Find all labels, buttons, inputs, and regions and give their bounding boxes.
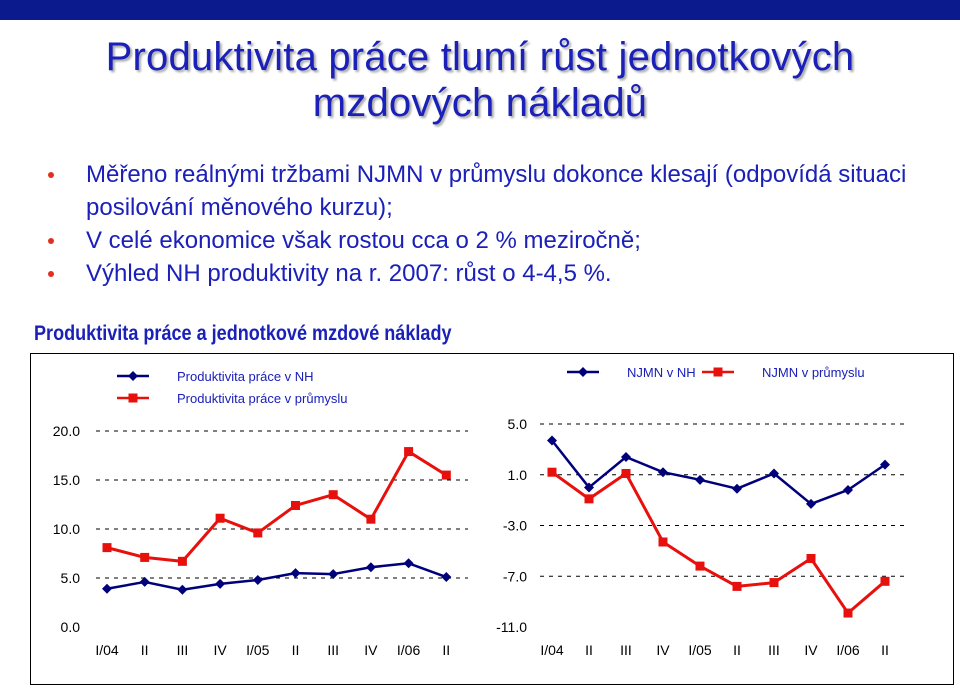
data-point-diamond [290,568,301,579]
x-tick-label: I/04 [540,642,564,658]
x-tick-label: II [585,642,593,658]
data-point-diamond [365,562,376,573]
bullet-text: V celé ekonomice však rostou cca o 2 % m… [86,227,641,254]
data-point-square [177,556,187,566]
y-tick-label: 10.0 [53,521,80,537]
chart-title: Produktivita práce a jednotkové mzdové n… [34,322,452,345]
data-point-square [328,490,338,500]
x-tick-label: I/05 [246,642,270,658]
y-tick-label: 15.0 [53,472,80,488]
data-point-diamond [328,569,339,580]
series-line-blue [106,562,447,592]
legend-marker-diamond [578,367,588,377]
legend-marker-square [713,367,723,377]
data-point-diamond [139,576,150,587]
x-tick-label: I/06 [397,642,421,658]
data-point-diamond [769,468,779,479]
data-point-diamond [695,474,705,485]
data-point-square [732,581,742,591]
top-banner-bar [0,0,960,20]
data-point-diamond [880,459,890,470]
bullet-text: Měřeno reálnými tržbami NJMN v průmyslu … [86,161,907,221]
data-point-square [658,537,668,547]
x-tick-label: IV [364,642,378,658]
data-point-diamond [102,583,112,594]
data-point-diamond [621,451,631,462]
x-tick-label: II [881,642,889,658]
x-tick-label: III [620,642,632,658]
series-line-red [551,470,886,615]
x-tick-label: II [442,642,450,658]
bullet-dot-icon [48,238,54,244]
bullet-item: Výhled NH produktivity na r. 2007: růst … [48,257,948,290]
y-tick-label: 5.0 [508,416,528,432]
data-point-diamond [806,498,816,509]
slide-title: Produktivita práce tlumí růst jednotkový… [0,34,960,126]
data-point-diamond [547,435,557,446]
y-tick-label: -7.0 [503,568,527,584]
x-tick-label: II [141,642,149,658]
data-point-square [843,608,853,618]
legend-label: Produktivita práce v NH [177,369,314,384]
x-tick-label: I/05 [688,642,712,658]
bullet-item: Měřeno reálnými tržbami NJMN v průmyslu … [48,158,948,224]
data-point-square [102,543,112,553]
data-point-diamond [177,584,188,595]
data-point-square [584,494,594,504]
series-line-blue [551,439,886,506]
y-tick-label: -3.0 [503,518,527,534]
series-line-red [106,450,448,563]
data-point-diamond [441,572,452,583]
bullet-dot-icon [48,271,54,277]
data-point-diamond [215,578,226,589]
data-point-square [140,552,150,562]
x-tick-label: IV [656,642,670,658]
legend-marker-diamond [128,371,138,381]
slide-title-line-1: Produktivita práce tlumí růst jednotkový… [105,35,855,79]
data-point-diamond [658,467,668,478]
data-point-square [695,561,705,571]
legend-label: Produktivita práce v průmyslu [177,391,348,406]
y-tick-label: 0.0 [61,619,81,635]
bullet-text: Výhled NH produktivity na r. 2007: růst … [86,260,612,287]
x-tick-label: II [292,642,300,658]
x-tick-label: III [327,642,339,658]
bullet-dot-icon [48,172,54,178]
x-tick-label: II [733,642,741,658]
data-point-square [441,470,451,480]
data-point-square [291,500,300,510]
x-tick-label: IV [213,642,227,658]
x-tick-label: IV [804,642,818,658]
data-point-square [806,553,816,563]
legend-marker-square [128,393,138,403]
legend-label: NJMN v průmyslu [762,365,865,380]
y-tick-label: 20.0 [53,423,80,439]
data-point-diamond [732,483,742,494]
data-point-diamond [403,558,414,569]
data-point-square [769,578,779,588]
data-point-square [547,467,557,477]
bullet-item: V celé ekonomice však rostou cca o 2 % m… [48,224,948,257]
x-tick-label: III [177,642,189,658]
x-tick-label: III [768,642,780,658]
slide-title-line-2: mzdových nákladů [312,81,648,125]
bullet-list: Měřeno reálnými tržbami NJMN v průmyslu … [48,158,948,290]
y-tick-label: 1.0 [508,467,528,483]
data-point-square [366,514,376,524]
y-tick-label: 5.0 [61,570,81,586]
legend-label: NJMN v NH [627,365,696,380]
y-tick-label: -11.0 [496,619,527,635]
x-tick-label: I/04 [95,642,119,658]
data-point-square [215,513,225,523]
data-point-square [621,468,631,478]
data-point-square [880,576,890,586]
data-point-square [253,528,263,538]
data-point-diamond [252,574,263,585]
data-point-square [404,447,414,457]
data-point-diamond [843,484,853,495]
x-tick-label: I/06 [836,642,860,658]
data-point-diamond [584,482,594,493]
